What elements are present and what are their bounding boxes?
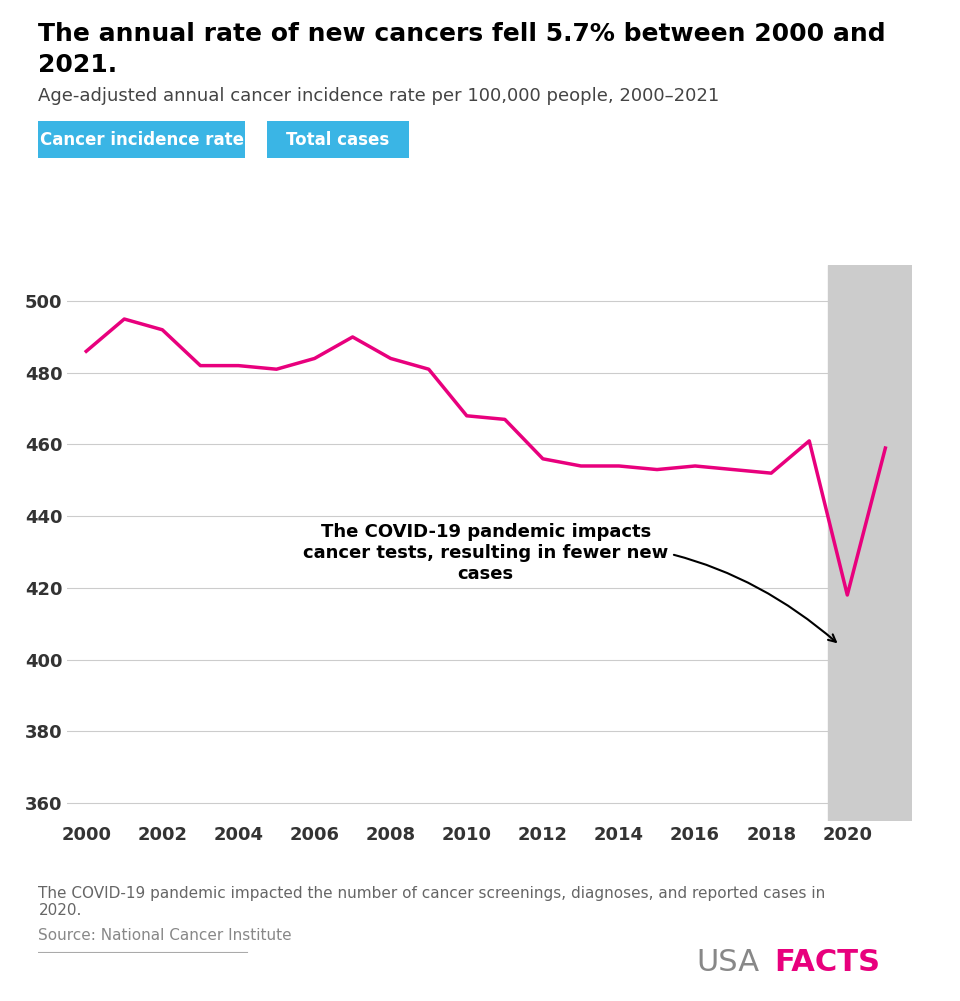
Bar bbox=[828, 265, 912, 821]
Text: Total cases: Total cases bbox=[286, 131, 390, 148]
Text: 2021.: 2021. bbox=[38, 53, 117, 77]
Text: Cancer incidence rate: Cancer incidence rate bbox=[39, 131, 244, 148]
Text: The COVID-19 pandemic impacts
cancer tests, resulting in fewer new
cases: The COVID-19 pandemic impacts cancer tes… bbox=[303, 524, 836, 642]
Text: FACTS: FACTS bbox=[774, 948, 879, 977]
Text: The COVID-19 pandemic impacted the number of cancer screenings, diagnoses, and r: The COVID-19 pandemic impacted the numbe… bbox=[38, 886, 826, 918]
Text: Age-adjusted annual cancer incidence rate per 100,000 people, 2000–2021: Age-adjusted annual cancer incidence rat… bbox=[38, 87, 720, 105]
Text: USA: USA bbox=[696, 948, 759, 977]
Text: The annual rate of new cancers fell 5.7% between 2000 and: The annual rate of new cancers fell 5.7%… bbox=[38, 22, 886, 46]
Text: Source: National Cancer Institute: Source: National Cancer Institute bbox=[38, 928, 292, 943]
